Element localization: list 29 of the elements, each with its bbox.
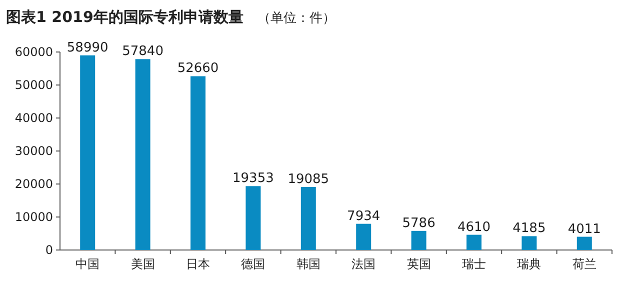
xtick: 法国 [352,257,376,271]
ytick: 10000 [14,210,53,224]
xtick: 日本 [186,257,210,271]
data-label: 19085 [288,172,330,188]
xtick: 英国 [406,257,431,271]
ytick: 0 [45,243,53,257]
data-label: 58990 [66,40,108,56]
xtick: 瑞士 [462,257,486,271]
ytick: 60000 [14,45,53,59]
data-label: 4610 [457,220,491,235]
xtick: 中国 [76,257,100,271]
data-label: 5786 [402,216,436,231]
xtick: 德国 [241,257,266,271]
xtick: 韩国 [296,257,320,271]
data-label: 4011 [568,222,601,237]
title: 图表1 2019年的国际专利申请数量 [6,8,244,26]
data-label: 57840 [122,44,164,60]
ytick: 50000 [14,78,53,92]
data-label: 7934 [347,208,380,224]
xtick: 美国 [130,257,155,271]
ytick: 40000 [14,111,53,125]
ytick: 30000 [14,144,53,158]
xtick: 瑞典 [517,257,542,271]
data-label: 19353 [232,171,274,186]
ytick: 20000 [14,177,53,191]
subtitle: （单位：件） [257,11,336,26]
xtick: 荷兰 [572,257,596,271]
data-label: 4185 [512,221,546,236]
data-label: 52660 [177,61,219,76]
